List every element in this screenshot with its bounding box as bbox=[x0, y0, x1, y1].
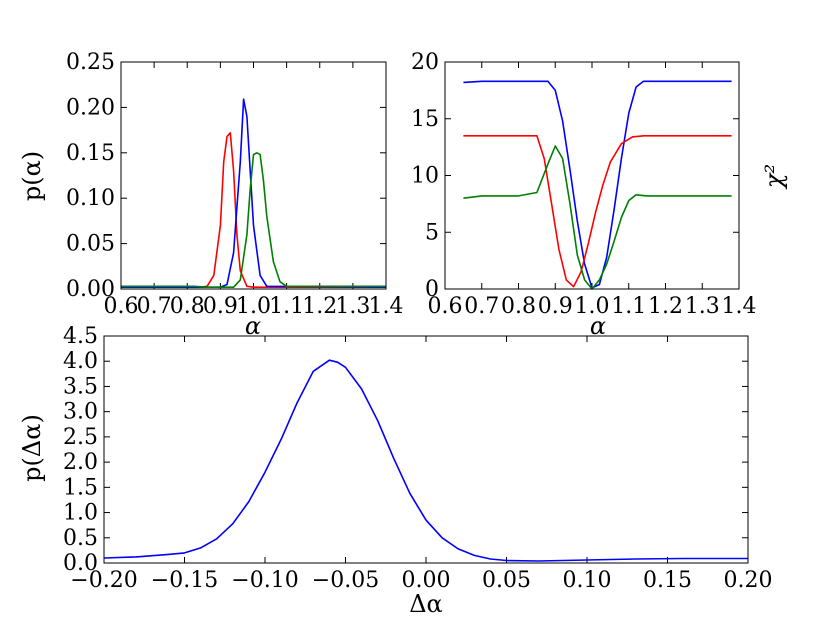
panel-p-alpha-ytick-label: 0.25 bbox=[66, 50, 115, 75]
panel-p-delta-alpha-ytick-label: 3.0 bbox=[63, 400, 98, 425]
panel-p-delta-alpha-series-line-0 bbox=[103, 359, 748, 562]
panel-p-delta-alpha-frame bbox=[103, 335, 749, 564]
panel-chi2-xtick-label: 1.4 bbox=[722, 294, 757, 319]
panel-p-delta-alpha-ytick-label: 2.0 bbox=[63, 450, 98, 475]
panel-p-delta-alpha: −0.20 −0.15 −0.10 −0.05 0.00 0.05 0.10 0.15 0.20… bbox=[18, 324, 772, 618]
panel-p-alpha-xtick-label: 0.8 bbox=[170, 294, 205, 319]
panel-p-alpha-xtick-label: 0.6 bbox=[104, 294, 139, 319]
panel-p-alpha-series-line-1 bbox=[121, 98, 387, 289]
panel-p-delta-alpha-series bbox=[103, 359, 748, 562]
panel-p-delta-alpha-xlabel: Δα bbox=[409, 590, 443, 618]
panel-p-delta-alpha-ytick-label: 4.0 bbox=[63, 349, 98, 374]
panel-p-alpha-xtick-label: 1.1 bbox=[269, 294, 304, 319]
panel-chi2-frame bbox=[444, 61, 740, 290]
panel-chi2-xtick-label: 0.8 bbox=[501, 294, 536, 319]
panel-chi2-xtick-label: 0.9 bbox=[538, 294, 573, 319]
panel-chi2-ylabel: χ² bbox=[760, 164, 788, 190]
panel-p-alpha-xtick-label: 1.0 bbox=[236, 294, 271, 319]
panel-p-delta-alpha-xtick-label: −0.05 bbox=[312, 568, 379, 593]
panel-chi2-xlabel: α bbox=[590, 312, 606, 340]
panel-p-delta-alpha-xtick-label: 0.20 bbox=[724, 568, 773, 593]
panel-chi2-xtick-label: 0.6 bbox=[428, 294, 463, 319]
panel-p-delta-alpha-ylabel: p(Δα) bbox=[18, 414, 46, 482]
panel-p-alpha-ytick-label: 0.10 bbox=[66, 186, 115, 211]
panel-p-delta-alpha-ytick-label: 0.0 bbox=[63, 551, 98, 576]
panel-chi2-ticks: 0.6 0.7 0.8 0.9 1.0 1.1 1.2 1.3 1.4 0 5 10 15 20 bbox=[411, 50, 757, 319]
panel-chi2-xtick-label: 1.0 bbox=[575, 294, 610, 319]
panel-chi2-series-line-0 bbox=[463, 80, 732, 289]
panel-p-alpha-ytick-label: 0.15 bbox=[66, 141, 115, 166]
panel-chi2-ytick-label: 20 bbox=[411, 50, 439, 75]
panel-p-alpha-xtick-label: 1.3 bbox=[335, 294, 370, 319]
panel-p-delta-alpha-ticks: −0.20 −0.15 −0.10 −0.05 0.00 0.05 0.10 0.15 0.20… bbox=[63, 324, 772, 593]
panel-p-delta-alpha-xtick-label: 0.15 bbox=[643, 568, 692, 593]
panel-chi2-ytick-label: 0 bbox=[425, 277, 439, 302]
panel-p-delta-alpha-xtick-label: 0.05 bbox=[482, 568, 531, 593]
panel-p-delta-alpha-ytick-label: 4.5 bbox=[63, 324, 98, 349]
panel-p-alpha-frame bbox=[120, 61, 387, 290]
panel-p-alpha-ticks: 0.60.70.80.91.01.11.21.31.4 0.00 0.05 0.10 0… bbox=[66, 50, 403, 319]
panel-p-alpha-ytick-label: 0.20 bbox=[66, 95, 115, 120]
panel-p-delta-alpha-ytick-label: 1.5 bbox=[63, 475, 98, 500]
panel-p-alpha: 0.60.70.80.91.01.11.21.31.4 0.00 0.05 0.10 0… bbox=[18, 50, 404, 340]
panel-p-delta-alpha-xtick-label: 0.10 bbox=[563, 568, 612, 593]
panel-chi2: 0.6 0.7 0.8 0.9 1.0 1.1 1.2 1.3 1.4 0 5 10 15 20 α χ² bbox=[411, 50, 788, 340]
panel-p-delta-alpha-xtick-label: −0.20 bbox=[70, 568, 137, 593]
panel-p-alpha-xtick-label: 0.7 bbox=[137, 294, 172, 319]
panel-chi2-xtick-label: 0.7 bbox=[464, 294, 499, 319]
panel-p-alpha-ytick-label: 0.00 bbox=[66, 277, 115, 302]
panel-p-delta-alpha-ytick-label: 1.0 bbox=[63, 501, 98, 526]
panel-p-alpha-series-line-2 bbox=[121, 152, 386, 289]
panel-chi2-ytick-label: 5 bbox=[425, 220, 439, 245]
panel-chi2-xtick-label: 1.3 bbox=[685, 294, 720, 319]
panel-p-alpha-xtick-label: 0.9 bbox=[203, 294, 238, 319]
panel-p-alpha-xtick-label: 1.2 bbox=[302, 294, 337, 319]
panel-p-alpha-xtick-label: 1.4 bbox=[369, 294, 404, 319]
panel-p-alpha-ylabel: p(α) bbox=[18, 151, 46, 201]
panel-chi2-series-line-1 bbox=[463, 135, 732, 288]
panel-p-alpha-xlabel: α bbox=[245, 312, 261, 340]
panel-p-delta-alpha-xtick-label: −0.10 bbox=[231, 568, 298, 593]
panel-p-delta-alpha-ytick-label: 3.5 bbox=[63, 374, 98, 399]
panel-chi2-xtick-label: 1.2 bbox=[648, 294, 683, 319]
panel-chi2-xtick-label: 1.1 bbox=[611, 294, 646, 319]
panel-p-delta-alpha-xtick-label: −0.15 bbox=[151, 568, 218, 593]
panel-p-alpha-ytick-label: 0.05 bbox=[66, 232, 115, 257]
panel-p-delta-alpha-ytick-label: 2.5 bbox=[63, 425, 98, 450]
panel-chi2-series-line-2 bbox=[463, 145, 732, 290]
panel-chi2-ytick-label: 10 bbox=[411, 164, 439, 189]
panel-chi2-ytick-label: 15 bbox=[411, 107, 439, 132]
panel-p-alpha-series bbox=[121, 98, 387, 289]
panel-p-delta-alpha-xtick-label: 0.00 bbox=[402, 568, 451, 593]
panel-p-delta-alpha-ytick-label: 0.5 bbox=[63, 526, 98, 551]
panel-chi2-series bbox=[463, 80, 732, 290]
